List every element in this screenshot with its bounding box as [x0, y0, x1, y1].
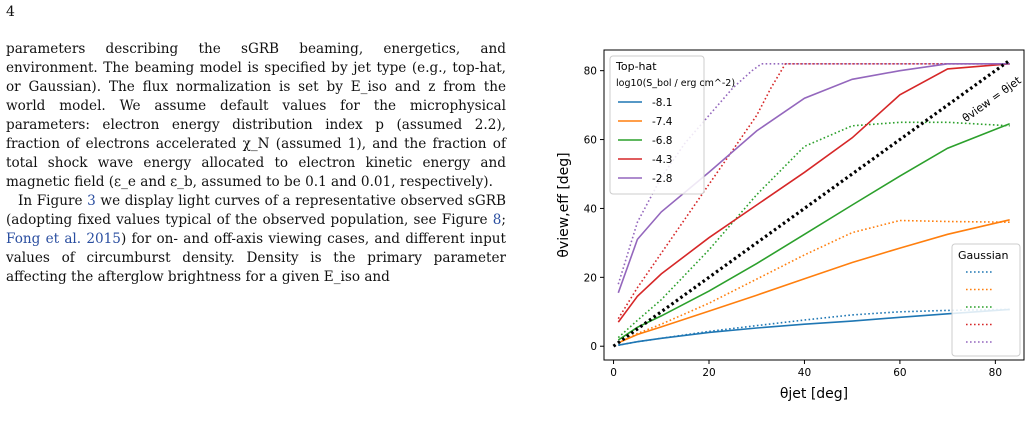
fong-2015-citation-link[interactable]: Fong et al. 2015: [6, 231, 121, 247]
figure-3-link[interactable]: 3: [87, 193, 96, 209]
legend-top-hat-entry-label: -7.4: [652, 116, 673, 128]
legend-top-hat-entry-label: -8.1: [652, 97, 673, 109]
diagonal-reference-line: [612, 59, 1011, 348]
top-hat-series-line--7.4: [617, 219, 1010, 344]
y-tick-label: 60: [584, 135, 597, 147]
x-axis-label: θjet [deg]: [780, 386, 848, 402]
series-lines: [612, 59, 1011, 348]
legend-top-hat-entries: -8.1 -7.4 -6.8 -4.3 -2.8: [618, 97, 673, 185]
top-hat-series-line--6.8: [617, 122, 1010, 341]
gaussian-series-line: [617, 62, 1010, 285]
gaussian-series-line: [617, 121, 1010, 339]
legend-gaussian: Gaussian: [951, 243, 1021, 357]
y-axis-label: θview,eff [deg]: [556, 152, 572, 257]
x-tick-label: 80: [989, 367, 1002, 379]
top-hat-series-line--2.8: [617, 62, 1010, 294]
y-tick-label: 40: [584, 203, 597, 215]
top-hat-series-line--4.3: [617, 63, 1010, 323]
top-hat-series-line--8.1: [618, 308, 1010, 346]
y-tick-label: 80: [584, 66, 597, 78]
legend-top-hat: Top-hat log10(S_bol / erg cm^-2) -8.1 -7.…: [609, 55, 735, 195]
diagonal-label: θview = θjet: [960, 73, 1024, 124]
legend-top-hat-subtitle: log10(S_bol / erg cm^-2): [616, 78, 735, 89]
gaussian-series-line: [617, 219, 1010, 344]
legend-top-hat-entry-label: -2.8: [652, 173, 673, 185]
theta-view-vs-theta-jet-chart: 0 20 40 60 80 0 20 40 60 80 θview = θjet Top-hat…: [556, 49, 1025, 402]
paragraph-2-part-d: ) for on- and off-axis viewing cases, an…: [6, 231, 506, 285]
legend-top-hat-entry-label: -6.8: [652, 135, 673, 147]
figure-8-link[interactable]: 8: [492, 212, 502, 228]
y-tick-label: 20: [584, 272, 597, 284]
gaussian-series-line: [618, 308, 1010, 346]
y-tick-label: 0: [590, 341, 597, 353]
body-text-column: parameters describing the sGRB beaming, …: [6, 40, 506, 287]
x-tick-label: 40: [798, 367, 811, 379]
paragraph-2-part-b: we display light curves of a representat…: [6, 193, 506, 228]
x-tick-label: 20: [702, 367, 715, 379]
paragraph-2: In Figure 3 we display light curves of a…: [6, 192, 506, 287]
legend-gaussian-title: Gaussian: [958, 249, 1008, 262]
paragraph-1: parameters describing the sGRB beaming, …: [6, 41, 506, 190]
paragraph-2-part-c: ;: [501, 212, 506, 228]
x-tick-label: 0: [610, 367, 617, 379]
x-axis-ticks: 0 20 40 60 80: [610, 360, 1002, 379]
legend-gaussian-entries: [966, 271, 992, 343]
legend-top-hat-entry-label: -4.3: [652, 154, 673, 166]
gaussian-series-line: [617, 62, 1010, 320]
legend-top-hat-title: Top-hat: [615, 60, 657, 73]
plot-frame: [603, 49, 1025, 361]
y-axis-ticks: 0 20 40 60 80: [584, 66, 604, 353]
x-tick-label: 60: [893, 367, 906, 379]
legend-gaussian-box: [951, 243, 1021, 357]
page-number: 4: [6, 4, 15, 20]
paragraph-2-part-a: In Figure: [18, 193, 88, 209]
